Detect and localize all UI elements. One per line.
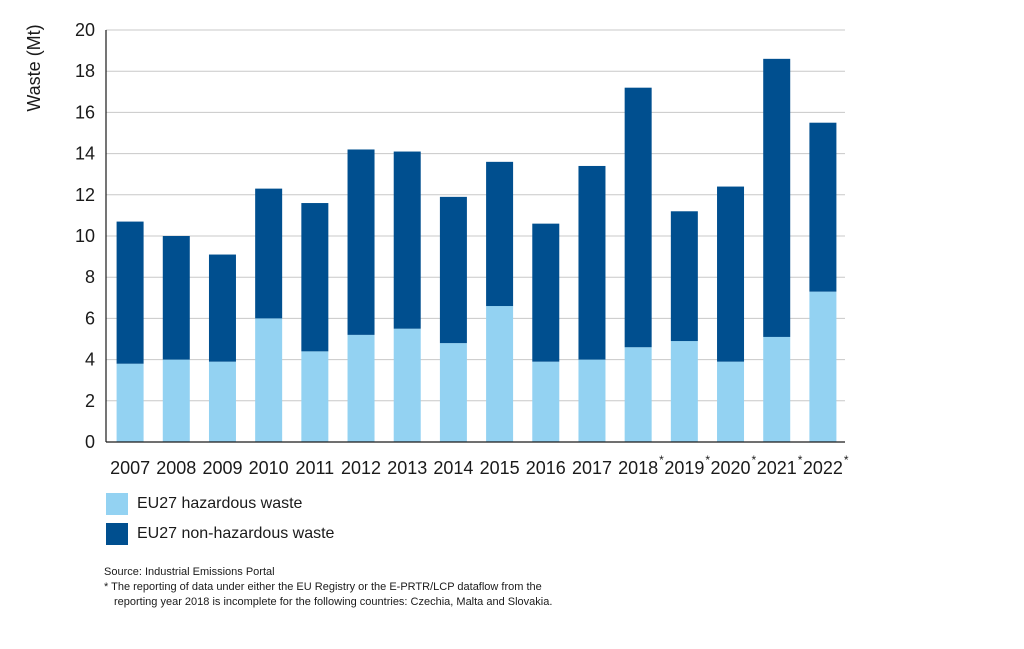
bar-non-hazardous-2020 <box>717 186 745 362</box>
y-axis-title: Waste (Mt) <box>24 24 44 111</box>
bar-hazardous-2007 <box>116 363 144 442</box>
stacked-bar-chart: 0 2 4 6 8 10 12 14 16 18 20 Waste (Mt) 2007 2008 2009 2… <box>24 20 849 478</box>
bar-hazardous-2019 <box>670 341 698 442</box>
x-tick-label-2014: 2014 <box>433 458 473 478</box>
footnote-line-2: reporting year 2018 is incomplete for th… <box>114 596 553 608</box>
y-tick-label: 8 <box>85 267 95 287</box>
bar-non-hazardous-2017 <box>578 165 606 360</box>
bar-non-hazardous-2010 <box>255 188 283 319</box>
bar-non-hazardous-2022 <box>809 122 837 292</box>
bar-hazardous-2014 <box>439 343 467 442</box>
bar-non-hazardous-2008 <box>162 236 190 360</box>
x-tick-asterisk-2018: * <box>659 453 664 467</box>
legend-item-hazardous: EU27 hazardous waste <box>106 490 334 518</box>
bar-non-hazardous-2021 <box>763 58 791 337</box>
x-tick-label-2012: 2012 <box>341 458 381 478</box>
footnote-line-1: * The reporting of data under either the… <box>104 581 542 593</box>
legend-swatch-hazardous <box>106 493 128 515</box>
bar-non-hazardous-2019 <box>670 211 698 342</box>
legend-label-non-hazardous: EU27 non-hazardous waste <box>137 525 335 542</box>
bar-hazardous-2015 <box>486 306 514 442</box>
bar-hazardous-2010 <box>255 318 283 442</box>
y-tick-label: 12 <box>75 185 95 205</box>
bar-hazardous-2009 <box>208 361 236 442</box>
y-tick-label: 18 <box>75 61 95 81</box>
y-tick-label: 6 <box>85 308 95 328</box>
bar-hazardous-2021 <box>763 336 791 442</box>
bar-hazardous-2018 <box>624 347 652 442</box>
y-tick-label: 2 <box>85 391 95 411</box>
x-tick-label-2017: 2017 <box>572 458 612 478</box>
legend-item-non-hazardous: EU27 non-hazardous waste <box>106 520 334 548</box>
x-tick-label-2019: 2019 <box>664 458 704 478</box>
x-tick-asterisk-2020: * <box>752 453 757 467</box>
bar-non-hazardous-2011 <box>301 203 329 352</box>
x-tick-label-2015: 2015 <box>480 458 520 478</box>
bar-non-hazardous-2009 <box>208 254 236 362</box>
x-tick-asterisk-2022: * <box>844 453 849 467</box>
x-tick-label-2022: 2022 <box>803 458 843 478</box>
legend-swatch-non-hazardous <box>106 523 128 545</box>
y-tick-label: 14 <box>75 144 95 164</box>
x-tick-label-2011: 2011 <box>295 458 334 478</box>
x-tick-label-2018: 2018 <box>618 458 658 478</box>
bar-non-hazardous-2015 <box>486 161 514 307</box>
bar-hazardous-2020 <box>717 361 745 442</box>
bar-hazardous-2022 <box>809 291 837 442</box>
x-tick-label-2013: 2013 <box>387 458 427 478</box>
y-tick-label: 0 <box>85 432 95 452</box>
bar-hazardous-2013 <box>393 328 421 442</box>
x-tick-asterisk-2021: * <box>798 453 803 467</box>
bar-non-hazardous-2014 <box>439 196 467 344</box>
x-tick-label-2020: 2020 <box>711 458 751 478</box>
bar-hazardous-2008 <box>162 359 190 442</box>
y-tick-label: 4 <box>85 350 95 370</box>
bar-hazardous-2017 <box>578 359 606 442</box>
chart-notes: Source: Industrial Emissions Portal * Th… <box>104 565 552 610</box>
x-tick-label-2008: 2008 <box>156 458 196 478</box>
bar-non-hazardous-2007 <box>116 221 144 364</box>
legend-label-hazardous: EU27 hazardous waste <box>137 495 303 512</box>
x-tick-label-2021: 2021 <box>757 458 797 478</box>
x-tick-asterisk-2019: * <box>705 453 710 467</box>
legend: EU27 hazardous waste EU27 non-hazardous … <box>106 490 334 550</box>
bar-hazardous-2016 <box>532 361 560 442</box>
x-tick-label-2010: 2010 <box>249 458 289 478</box>
y-tick-label: 10 <box>75 226 95 246</box>
source-note: Source: Industrial Emissions Portal <box>104 566 275 578</box>
bar-hazardous-2011 <box>301 351 329 442</box>
bar-non-hazardous-2018 <box>624 87 652 348</box>
y-tick-label: 20 <box>75 20 95 40</box>
x-tick-label-2016: 2016 <box>526 458 566 478</box>
bar-non-hazardous-2012 <box>347 149 375 335</box>
x-tick-label-2007: 2007 <box>110 458 150 478</box>
bar-non-hazardous-2013 <box>393 151 421 329</box>
bar-non-hazardous-2016 <box>532 223 560 362</box>
y-tick-label: 16 <box>75 102 95 122</box>
x-tick-label-2009: 2009 <box>202 458 242 478</box>
bar-hazardous-2012 <box>347 334 375 442</box>
